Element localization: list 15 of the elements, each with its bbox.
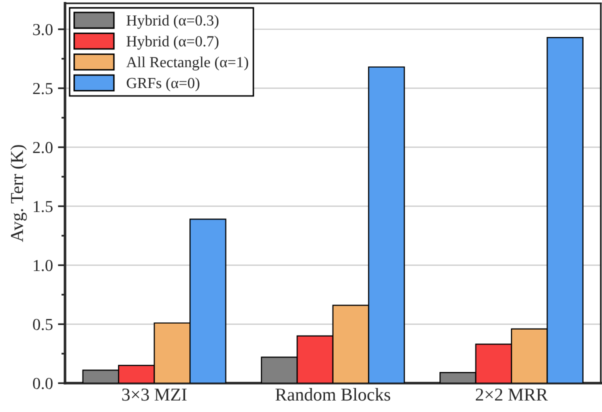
y-tick-label: 2.5: [33, 82, 53, 94]
x-tick-label: 2×2 MRR: [476, 388, 548, 401]
y-tick-label: 0.0: [33, 378, 53, 390]
y-tick-label: 2.0: [33, 142, 53, 154]
x-tick-label: 3×3 MZI: [122, 388, 187, 401]
y-tick-label: 1.0: [34, 260, 53, 272]
y-tick-label: 0.5: [33, 318, 53, 330]
legend-label: Hybrid (α=0.3): [126, 14, 218, 29]
legend-label: Hybrid (α=0.7): [126, 36, 218, 50]
y-axis-title: Avg. Terr (K): [10, 145, 27, 242]
y-tick-label: 1.5: [34, 200, 53, 212]
legend-label: GRFs (α=0): [126, 77, 200, 92]
legend-label: All Rectangle (α=1): [126, 56, 248, 70]
x-tick-label: Random Blocks: [275, 388, 390, 401]
y-tick-label: 3.0: [33, 24, 53, 36]
